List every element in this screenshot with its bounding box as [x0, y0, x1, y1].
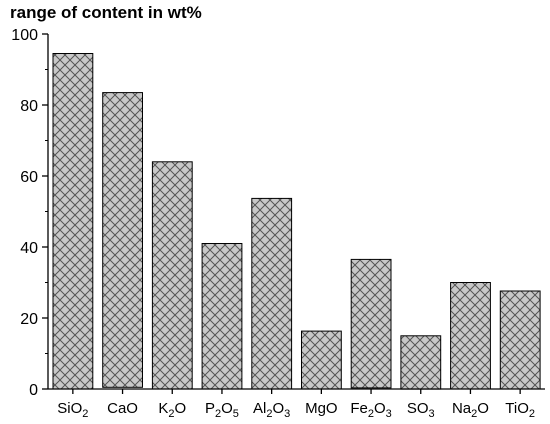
x-tick-label: Al2O3 — [253, 400, 290, 420]
y-tick-label: 0 — [29, 382, 38, 399]
x-tick-label: Na2O — [452, 400, 489, 420]
y-tick-label: 20 — [20, 311, 38, 328]
bar — [201, 243, 243, 390]
x-tick-label: TiO2 — [505, 400, 535, 420]
x-tick-label: CaO — [107, 400, 138, 417]
bar — [499, 290, 541, 390]
bar — [102, 92, 143, 388]
bar — [400, 335, 442, 390]
x-tick-label: SiO2 — [57, 400, 88, 420]
y-tick-label: 60 — [20, 169, 38, 186]
x-tick-label: P2O5 — [205, 400, 239, 420]
x-tick-label: K2O — [158, 400, 186, 420]
chart-title: range of content in wt% — [10, 3, 202, 22]
bar — [350, 258, 392, 389]
y-tick-label: 80 — [20, 98, 38, 115]
bar — [301, 330, 342, 390]
bar — [151, 161, 193, 390]
x-tick-label: MgO — [305, 400, 338, 417]
x-tick-label: Fe2O3 — [350, 400, 391, 420]
y-tick-label: 100 — [11, 27, 38, 44]
bar — [251, 197, 293, 390]
plot-area: 0 20 40 60 80 100 SiO2 CaO K2O P2O5 Al2O3 MgO Fe2O3 S… — [11, 27, 545, 420]
bar — [450, 282, 491, 390]
bar — [52, 53, 94, 390]
y-tick-label: 40 — [20, 240, 38, 257]
x-tick-label: SO3 — [407, 400, 435, 420]
